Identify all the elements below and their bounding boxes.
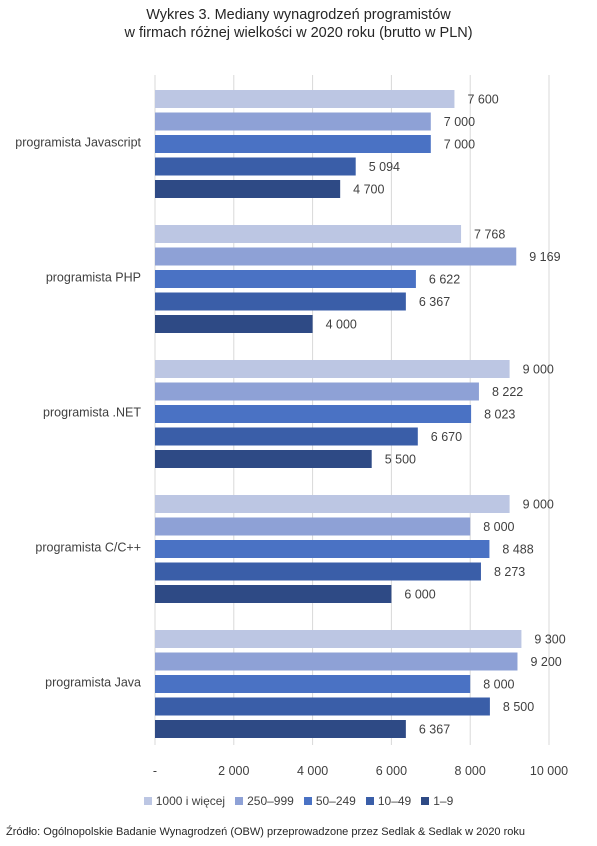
bar-2-2 bbox=[155, 405, 472, 423]
value-label-0-2: 7 000 bbox=[444, 138, 475, 152]
bar-4-4 bbox=[155, 720, 406, 738]
legend-item-0: 1000 i więcej bbox=[143, 794, 226, 808]
chart-title-line-1: Wykres 3. Mediany wynagrodzeń programist… bbox=[146, 7, 451, 23]
legend-swatch-4 bbox=[421, 797, 430, 805]
bar-1-0 bbox=[155, 225, 462, 243]
bar-0-0 bbox=[155, 90, 455, 108]
value-label-0-4: 4 700 bbox=[353, 183, 384, 197]
bar-3-0 bbox=[155, 495, 510, 513]
x-tick-label-3: 6 000 bbox=[376, 764, 407, 778]
value-label-1-3: 6 367 bbox=[419, 295, 450, 309]
legend-item-4: 1–9 bbox=[421, 794, 453, 808]
bar-4-1 bbox=[155, 652, 518, 671]
value-label-1-4: 4 000 bbox=[326, 318, 357, 332]
legend-swatch-3 bbox=[365, 797, 374, 805]
legend-swatch-1 bbox=[235, 797, 244, 805]
legend-item-3: 10–49 bbox=[365, 794, 412, 808]
bar-4-0 bbox=[155, 630, 522, 648]
category-label-1: programista PHP bbox=[46, 271, 141, 285]
x-tick-label-5: 10 000 bbox=[530, 764, 568, 778]
category-label-2: programista .NET bbox=[43, 406, 141, 420]
value-label-3-2: 8 488 bbox=[502, 543, 533, 557]
value-label-2-3: 6 670 bbox=[431, 430, 462, 444]
bar-3-4 bbox=[155, 585, 392, 603]
legend-label-3: 10–49 bbox=[377, 794, 412, 808]
legend-label-1: 250–999 bbox=[247, 794, 294, 808]
bar-1-3 bbox=[155, 292, 406, 311]
bar-3-2 bbox=[155, 540, 490, 558]
category-label-3: programista C/C++ bbox=[35, 541, 141, 555]
value-label-4-2: 8 000 bbox=[483, 678, 514, 692]
legend-label-4: 1–9 bbox=[433, 794, 454, 808]
value-label-1-2: 6 622 bbox=[429, 273, 460, 287]
value-label-0-0: 7 600 bbox=[467, 93, 498, 107]
bar-4-2 bbox=[155, 675, 471, 693]
bar-3-1 bbox=[155, 517, 471, 536]
value-label-3-3: 8 273 bbox=[494, 565, 525, 579]
value-label-4-0: 9 300 bbox=[534, 633, 565, 647]
x-tick-label-4: 8 000 bbox=[455, 764, 486, 778]
bar-4-3 bbox=[155, 697, 490, 716]
category-label-4: programista Java bbox=[45, 676, 141, 690]
value-label-3-1: 8 000 bbox=[483, 520, 514, 534]
legend: 1000 i więcej 250–999 50–249 10–49 1–9 bbox=[0, 794, 597, 808]
bar-3-3 bbox=[155, 562, 481, 581]
x-tick-label-2: 4 000 bbox=[297, 764, 328, 778]
legend-swatch-2 bbox=[303, 797, 312, 805]
value-label-0-3: 5 094 bbox=[369, 160, 400, 174]
value-label-0-1: 7 000 bbox=[444, 115, 475, 129]
bar-2-1 bbox=[155, 382, 479, 401]
value-label-2-1: 8 222 bbox=[492, 385, 523, 399]
legend-label-0: 1000 i więcej bbox=[155, 794, 226, 808]
x-tick-label-0: - bbox=[153, 764, 157, 778]
value-label-4-4: 6 367 bbox=[419, 723, 450, 737]
bar-0-3 bbox=[155, 157, 356, 176]
bar-0-4 bbox=[155, 180, 341, 198]
value-label-3-0: 9 000 bbox=[523, 498, 554, 512]
bar-1-4 bbox=[155, 315, 313, 333]
value-label-2-0: 9 000 bbox=[523, 363, 554, 377]
x-tick-label-1: 2 000 bbox=[218, 764, 249, 778]
bar-2-0 bbox=[155, 360, 510, 378]
chart-title: Wykres 3. Mediany wynagrodzeń programist… bbox=[0, 6, 597, 42]
legend-label-2: 50–249 bbox=[315, 794, 356, 808]
value-label-3-4: 6 000 bbox=[404, 588, 435, 602]
bar-2-3 bbox=[155, 427, 418, 446]
bar-0-2 bbox=[155, 135, 431, 153]
value-label-1-1: 9 169 bbox=[529, 250, 560, 264]
source-note: Źródło: Ogólnopolskie Badanie Wynagrodze… bbox=[6, 826, 526, 838]
bar-2-4 bbox=[155, 450, 372, 468]
bar-0-1 bbox=[155, 112, 431, 131]
bar-1-2 bbox=[155, 270, 416, 288]
category-label-0: programista Javascript bbox=[15, 136, 141, 150]
value-label-4-1: 9 200 bbox=[530, 655, 561, 669]
value-label-4-3: 8 500 bbox=[503, 700, 534, 714]
legend-swatch-0 bbox=[143, 797, 152, 805]
bar-1-1 bbox=[155, 247, 517, 266]
bar-chart: 7 600 7 000 7 000 5 094 4 700 programista Jav… bbox=[15, 75, 568, 778]
chart-title-line-2: w firmach różnej wielkości w 2020 roku (… bbox=[124, 25, 473, 41]
value-label-2-4: 5 500 bbox=[385, 453, 416, 467]
value-label-2-2: 8 023 bbox=[484, 408, 515, 422]
legend-item-2: 50–249 bbox=[303, 794, 356, 808]
value-label-1-0: 7 768 bbox=[474, 228, 505, 242]
legend-item-1: 250–999 bbox=[235, 794, 294, 808]
